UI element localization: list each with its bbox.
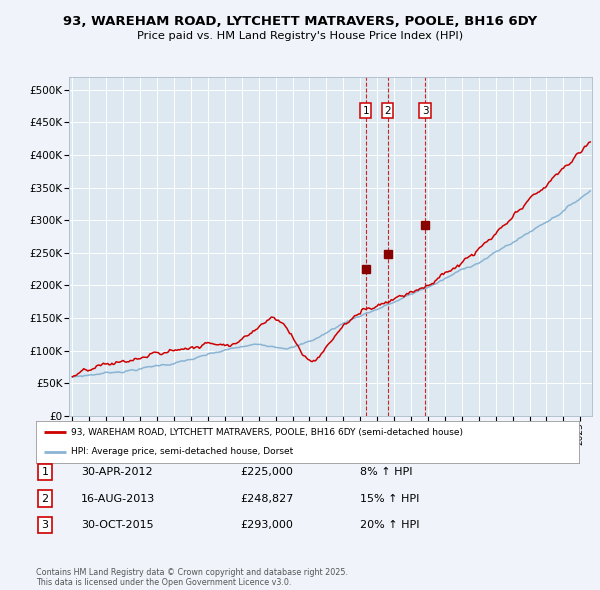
Text: 93, WAREHAM ROAD, LYTCHETT MATRAVERS, POOLE, BH16 6DY: 93, WAREHAM ROAD, LYTCHETT MATRAVERS, PO… (63, 15, 537, 28)
Text: 3: 3 (422, 106, 428, 116)
Text: 16-AUG-2013: 16-AUG-2013 (81, 494, 155, 503)
Text: 15% ↑ HPI: 15% ↑ HPI (360, 494, 419, 503)
Text: Contains HM Land Registry data © Crown copyright and database right 2025.
This d: Contains HM Land Registry data © Crown c… (36, 568, 348, 587)
Text: 20% ↑ HPI: 20% ↑ HPI (360, 520, 419, 530)
Text: 3: 3 (41, 520, 49, 530)
Text: 93, WAREHAM ROAD, LYTCHETT MATRAVERS, POOLE, BH16 6DY (semi-detached house): 93, WAREHAM ROAD, LYTCHETT MATRAVERS, PO… (71, 428, 463, 437)
Text: 2: 2 (385, 106, 391, 116)
Text: HPI: Average price, semi-detached house, Dorset: HPI: Average price, semi-detached house,… (71, 447, 293, 456)
Text: £293,000: £293,000 (240, 520, 293, 530)
Text: 2: 2 (41, 494, 49, 503)
Text: 1: 1 (362, 106, 369, 116)
Text: 30-OCT-2015: 30-OCT-2015 (81, 520, 154, 530)
Text: 1: 1 (41, 467, 49, 477)
Text: 8% ↑ HPI: 8% ↑ HPI (360, 467, 413, 477)
Text: £225,000: £225,000 (240, 467, 293, 477)
Text: Price paid vs. HM Land Registry's House Price Index (HPI): Price paid vs. HM Land Registry's House … (137, 31, 463, 41)
Text: £248,827: £248,827 (240, 494, 293, 503)
Text: 30-APR-2012: 30-APR-2012 (81, 467, 152, 477)
